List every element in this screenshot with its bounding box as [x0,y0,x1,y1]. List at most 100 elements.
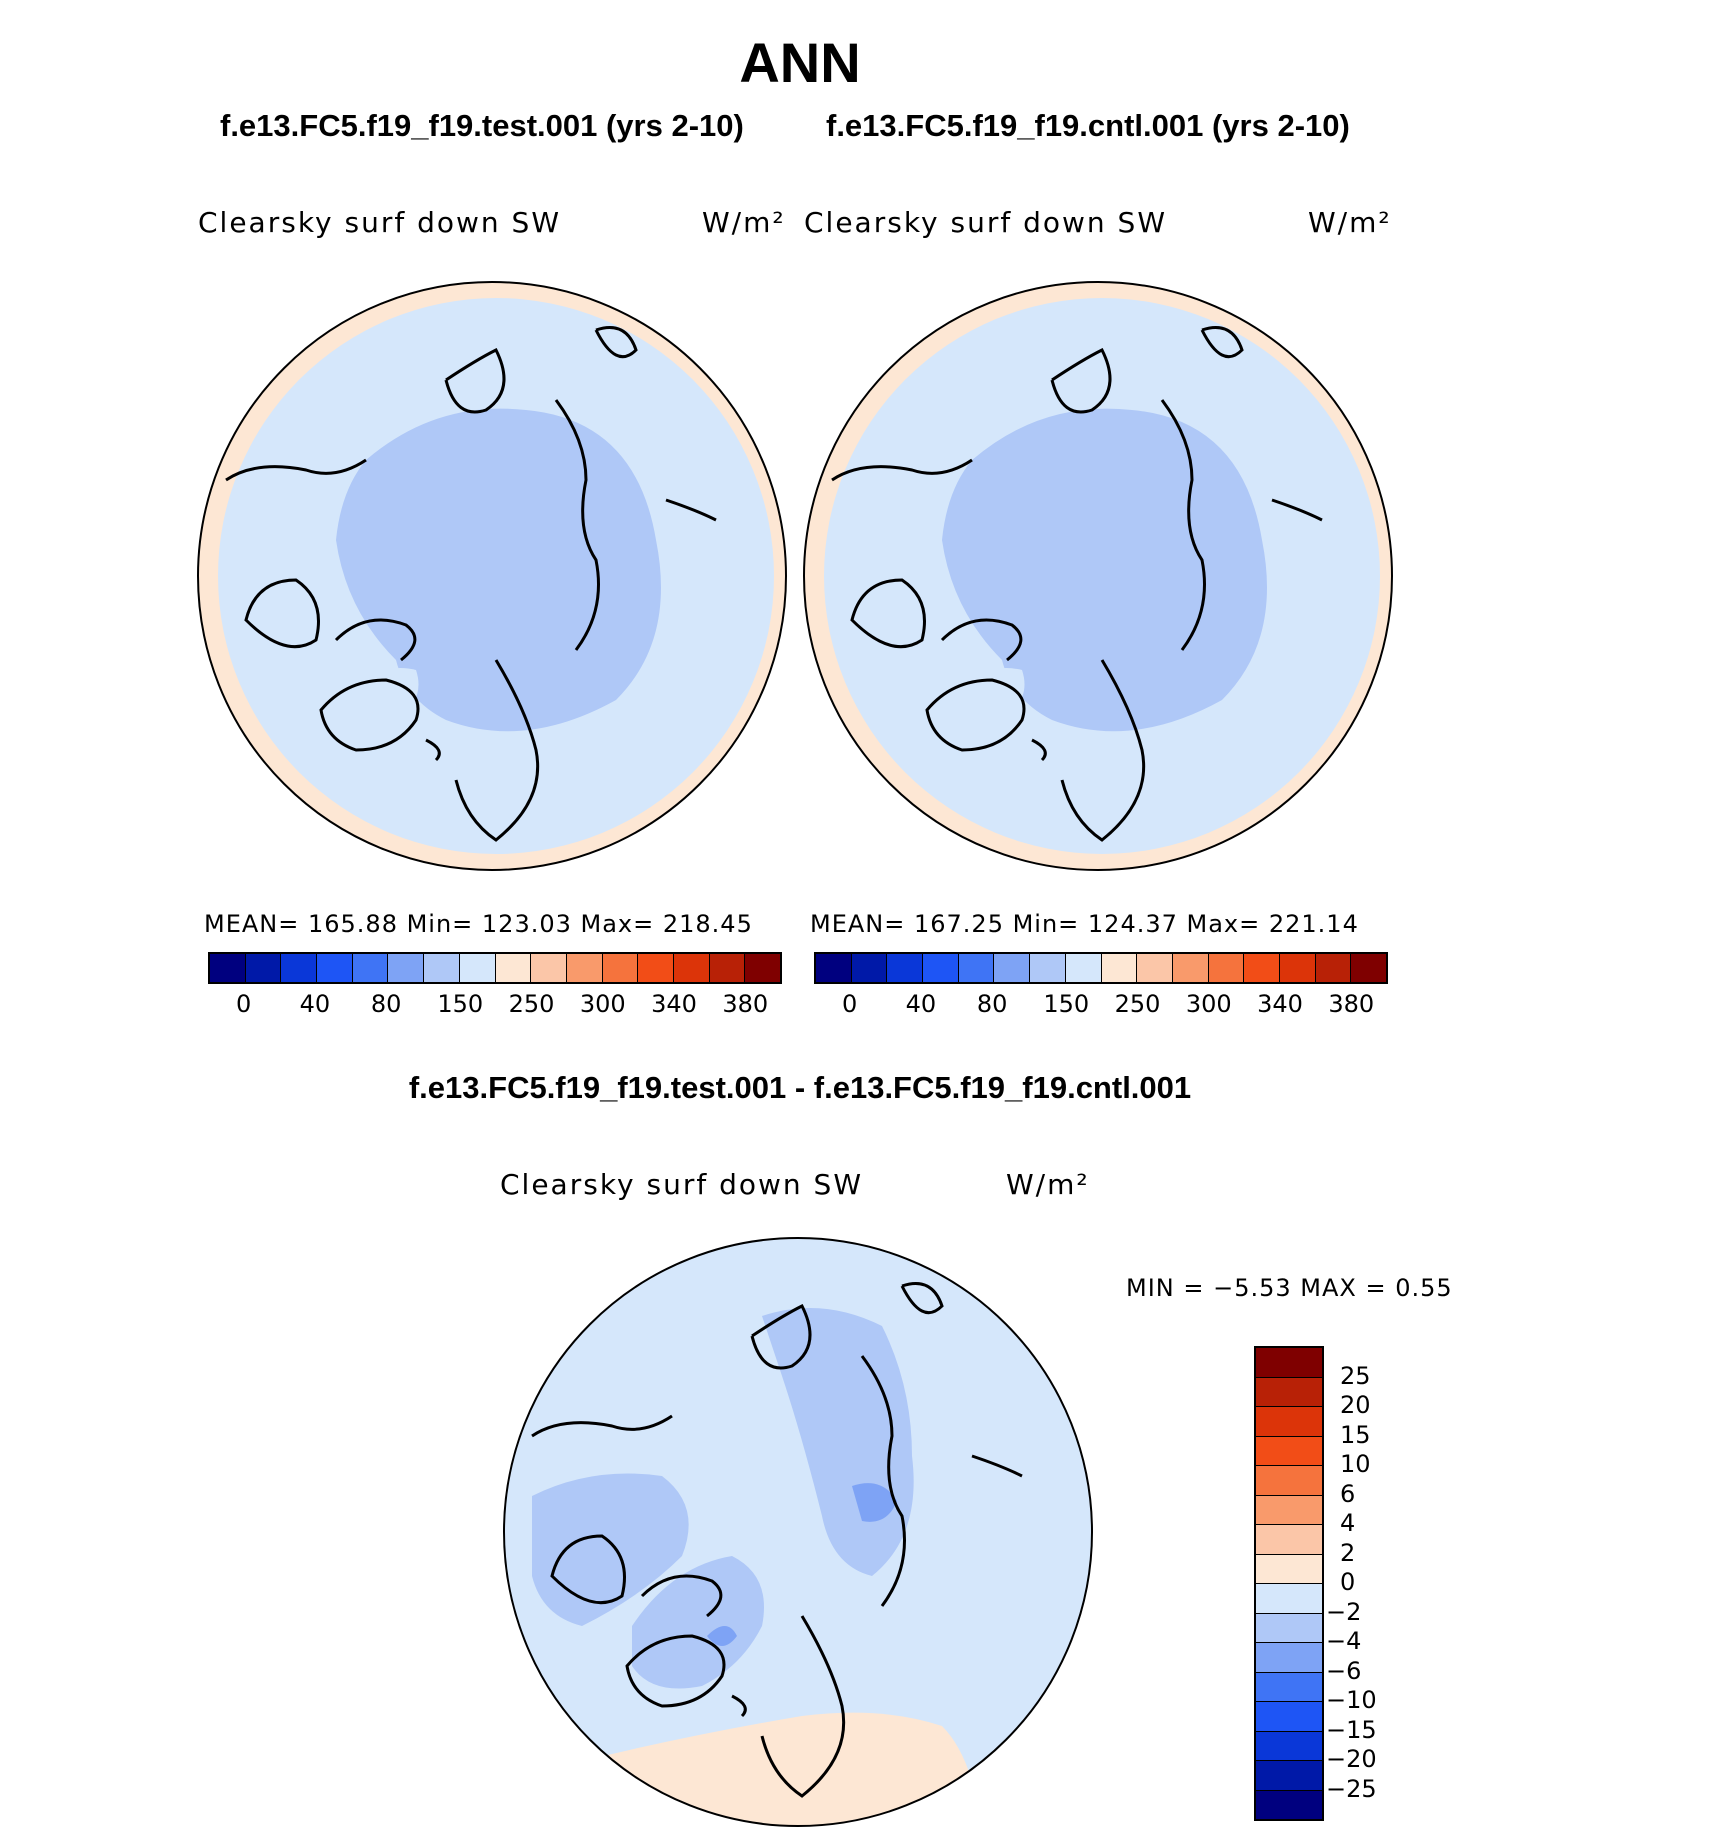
map-midblue-region [942,408,1267,732]
map-midblue-region [336,408,661,732]
left-colorbar-ticks: 0 40 80 150 250 300 340 380 [208,990,778,1020]
colorbar-swatch [602,954,639,982]
colorbar-swatch [281,954,318,982]
colorbar-swatch [1256,1495,1322,1525]
left-colorbar [208,952,782,984]
colorbar-swatch [1315,954,1352,982]
colorbar-swatch [709,954,746,982]
colorbar-swatch [1256,1790,1322,1819]
coastlines [531,1282,1023,1798]
colorbar-tick-label: −25 [1326,1774,1377,1803]
colorbar-swatch [1256,1672,1322,1702]
colorbar-tick-label: 340 [1257,990,1303,1018]
siberia-dark-region [852,1483,897,1522]
colorbar-swatch [424,954,460,982]
colorbar-swatch [1256,1731,1322,1761]
colorbar-swatch [1256,1348,1322,1378]
colorbar-tick-label: −15 [1326,1715,1377,1744]
difference-polar-map [503,1237,1093,1827]
colorbar-tick-label: 150 [1043,990,1090,1018]
colorbar-swatch [210,954,246,982]
canada-blue-region [532,1473,689,1626]
colorbar-swatch [531,954,567,982]
colorbar-tick-label: −2 [1326,1597,1362,1626]
colorbar-swatch [352,954,389,982]
colorbar-tick-label: 380 [1328,990,1375,1018]
colorbar-tick-label: 80 [370,990,402,1018]
colorbar-tick-label: 0 [1340,1568,1356,1596]
diff-units-label: W/m² [1006,1168,1090,1201]
right-colorbar-ticks: 0 40 80 150 250 300 340 380 [814,990,1384,1020]
colorbar-swatch [495,954,532,982]
colorbar-swatch [1256,1525,1322,1555]
colorbar-swatch [566,954,603,982]
colorbar-swatch [638,954,674,982]
colorbar-swatch [1065,954,1102,982]
colorbar-swatch [1256,1643,1322,1673]
colorbar-swatch [994,954,1031,982]
colorbar-swatch [1030,954,1066,982]
right-colorbar [814,952,1388,984]
colorbar-swatch [1279,954,1316,982]
right-stats: MEAN= 167.25 Min= 124.37 Max= 221.14 [810,910,1359,938]
colorbar-swatch [851,954,888,982]
colorbar-swatch [1137,954,1173,982]
colorbar-tick-label: 300 [1185,990,1232,1018]
colorbar-tick-label: 6 [1340,1479,1356,1508]
left-variable-label: Clearsky surf down SW [198,206,562,239]
colorbar-swatch [1256,1466,1322,1496]
colorbar-swatch [1256,1377,1322,1407]
right-panel-title: f.e13.FC5.f19_f19.cntl.001 (yrs 2-10) [826,108,1350,143]
colorbar-tick-label: 380 [722,990,769,1018]
left-polar-map [197,281,787,871]
colorbar-tick-label: 0 [235,990,252,1018]
colorbar-swatch [459,954,496,982]
coastlines [831,326,1323,842]
colorbar-tick-label: 40 [905,990,937,1018]
coastlines [225,326,717,842]
colorbar-swatch [245,954,282,982]
colorbar-tick-label: 10 [1340,1450,1371,1478]
colorbar-swatch [1101,954,1138,982]
right-variable-label: Clearsky surf down SW [804,206,1168,239]
colorbar-tick-label: 25 [1340,1361,1371,1390]
colorbar-tick-label: 4 [1340,1509,1356,1537]
colorbar-tick-label: 150 [437,990,484,1018]
left-units-label: W/m² [702,206,786,239]
difference-title: f.e13.FC5.f19_f19.test.001 - f.e13.FC5.f… [408,1070,1192,1105]
left-panel-title: f.e13.FC5.f19_f19.test.001 (yrs 2-10) [220,108,744,143]
colorbar-tick-label: −20 [1326,1745,1377,1773]
colorbar-swatch [887,954,924,982]
left-stats: MEAN= 165.88 Min= 123.03 Max= 218.45 [204,910,753,938]
greenland-dark-region [707,1626,737,1646]
diff-minmax: MIN = −5.53 MAX = 0.55 [1126,1274,1453,1302]
colorbar-tick-label: −4 [1326,1627,1362,1655]
colorbar-swatch [1256,1436,1322,1466]
colorbar-tick-label: 340 [651,990,697,1018]
colorbar-swatch [1256,1761,1322,1791]
colorbar-tick-label: 0 [841,990,858,1018]
colorbar-swatch [388,954,425,982]
colorbar-swatch [1256,1702,1322,1732]
colorbar-swatch [1256,1554,1322,1584]
colorbar-swatch [745,954,780,982]
colorbar-tick-label: 250 [1114,990,1161,1018]
colorbar-swatch [816,954,852,982]
colorbar-tick-label: 250 [508,990,555,1018]
colorbar-swatch [1256,1407,1322,1437]
right-polar-map [803,281,1393,871]
colorbar-tick-label: 15 [1340,1420,1371,1449]
figure-title: ANN [739,31,861,94]
colorbar-tick-label: −10 [1326,1686,1377,1714]
colorbar-swatch [1208,954,1245,982]
colorbar-tick-label: −6 [1326,1656,1362,1685]
colorbar-swatch [1351,954,1386,982]
colorbar-swatch [923,954,959,982]
colorbar-tick-label: 80 [976,990,1008,1018]
colorbar-tick-label: 40 [299,990,331,1018]
colorbar-swatch [1256,1584,1322,1614]
colorbar-tick-label: 20 [1340,1391,1371,1419]
greenland-blue-region [632,1556,764,1689]
colorbar-swatch [1244,954,1280,982]
colorbar-tick-label: 2 [1340,1538,1356,1567]
